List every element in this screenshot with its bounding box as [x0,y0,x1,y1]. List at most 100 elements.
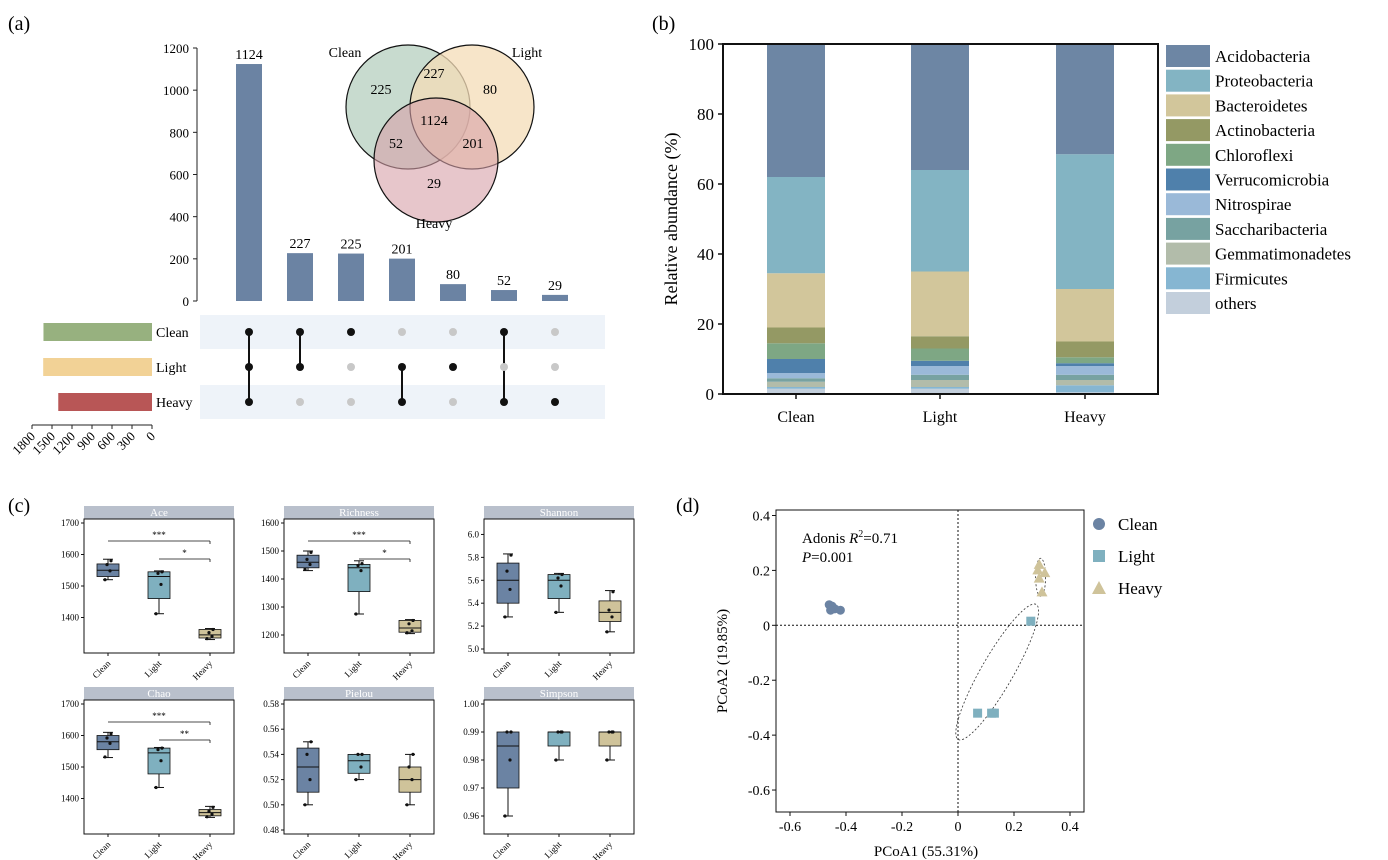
x-tick-label: 0.4 [1061,820,1079,835]
stacked-segment [911,361,969,366]
significance-label: *** [152,711,166,721]
upset-y-tick-label: 0 [183,294,190,309]
x-tick-label: Clean [490,658,512,680]
data-point [205,815,208,818]
intersection-count-label: 80 [446,268,460,283]
intersection-count-label: 227 [290,237,311,252]
matrix-dot-active [500,328,508,336]
facet-title: Shannon [540,507,579,519]
data-point [105,736,108,739]
data-point [354,778,357,781]
boxplot-pielou: Pielou 0.48 0.50 0.52 0.54 0.56 0.58 Clean Light… [263,687,434,860]
venn-label-light: Light [512,46,542,61]
facet-title: Pielou [345,688,374,700]
x-tick-label: Clean [90,658,112,680]
legend-label: Gemmatimonadetes [1215,245,1351,264]
stacked-segment [911,44,969,170]
intersection-bar [287,253,313,301]
point-heavy [1037,586,1048,596]
data-point [359,765,362,768]
data-point [405,631,408,634]
stacked-segment [767,359,825,373]
data-point [207,810,210,813]
stacked-segment [911,336,969,348]
legend-marker-square [1093,550,1105,562]
intersection-bar [491,290,517,301]
matrix-dot-inactive [449,328,457,336]
legend-swatch [1166,193,1210,215]
legend-label: Heavy [1118,579,1163,598]
data-point [103,578,106,581]
data-point [503,814,506,817]
stacked-segment [1056,342,1114,358]
data-point [207,631,210,634]
x-tick-label: Clean [777,409,814,426]
x-tick-label: Heavy [591,839,615,860]
legend-swatch [1166,144,1210,166]
panel-label-a: (a) [8,13,30,35]
y-tick-label: 80 [697,105,714,124]
y-tick-label: 5.6 [468,575,480,585]
x-tick-label: Light [343,658,364,679]
data-point [205,637,208,640]
y-tick-label: -0.2 [748,674,770,689]
legend-swatch [1166,94,1210,116]
data-point [554,611,557,614]
point-clean [826,606,835,615]
y-tick-label: 1500 [261,546,280,556]
data-point [407,765,410,768]
data-point [556,576,559,579]
adonis-p-symbol: P [801,550,811,566]
legend-label: Verrucomicrobia [1215,171,1330,190]
data-point [108,569,111,572]
y-tick-label: 1400 [61,613,80,623]
box [599,732,621,746]
set-size-tick-label: 0 [143,429,158,444]
y-tick-label: 60 [697,175,714,194]
data-point [108,742,111,745]
y-tick-label: 1200 [261,630,280,640]
data-point [508,758,511,761]
y-tick-label: 5.4 [468,598,480,608]
x-tick-label: Heavy [191,658,215,682]
data-point [309,551,312,554]
y-tick-label: 1600 [61,550,80,560]
matrix-dot-inactive [449,398,457,406]
y-tick-label: 0.97 [463,783,479,793]
y-tick-label: 0.50 [263,800,279,810]
data-point [308,563,311,566]
matrix-dot-inactive [347,398,355,406]
x-tick-label: Heavy [1064,409,1106,426]
legend-swatch [1166,45,1210,67]
matrix-dot-active [347,328,355,336]
set-size-bar [43,358,152,376]
data-point [105,563,108,566]
y-tick-label: 0.98 [463,755,479,765]
facet-title: Simpson [540,688,579,700]
legend-label: Nitrospirae [1215,195,1291,214]
significance-label: *** [352,530,366,540]
upset-y-tick-label: 400 [170,210,190,225]
boxplot-simpson: Simpson 0.96 0.97 0.98 0.99 1.00 Clean Light Hea… [463,687,634,860]
data-point [308,778,311,781]
matrix-dot-active [551,398,559,406]
matrix-dot-inactive [551,328,559,336]
data-point [354,612,357,615]
stacked-segment [767,373,825,378]
box [148,572,170,599]
data-point [154,786,157,789]
stacked-bar-chart: Clean Light Heavy020406080100Relative abun… [661,35,1351,426]
y-tick-label: 1300 [261,602,280,612]
data-point [210,813,213,816]
panel-label-c: (c) [8,495,30,517]
data-point [360,753,363,756]
y-tick-label: 5.8 [468,552,480,562]
intersection-count-label: 1124 [235,48,262,63]
venn-region-clean-heavy: 52 [389,137,403,152]
x-tick-label: Light [143,839,164,860]
venn-region-clean-only: 225 [371,83,392,98]
data-point [505,570,508,573]
stacked-segment [767,177,825,273]
